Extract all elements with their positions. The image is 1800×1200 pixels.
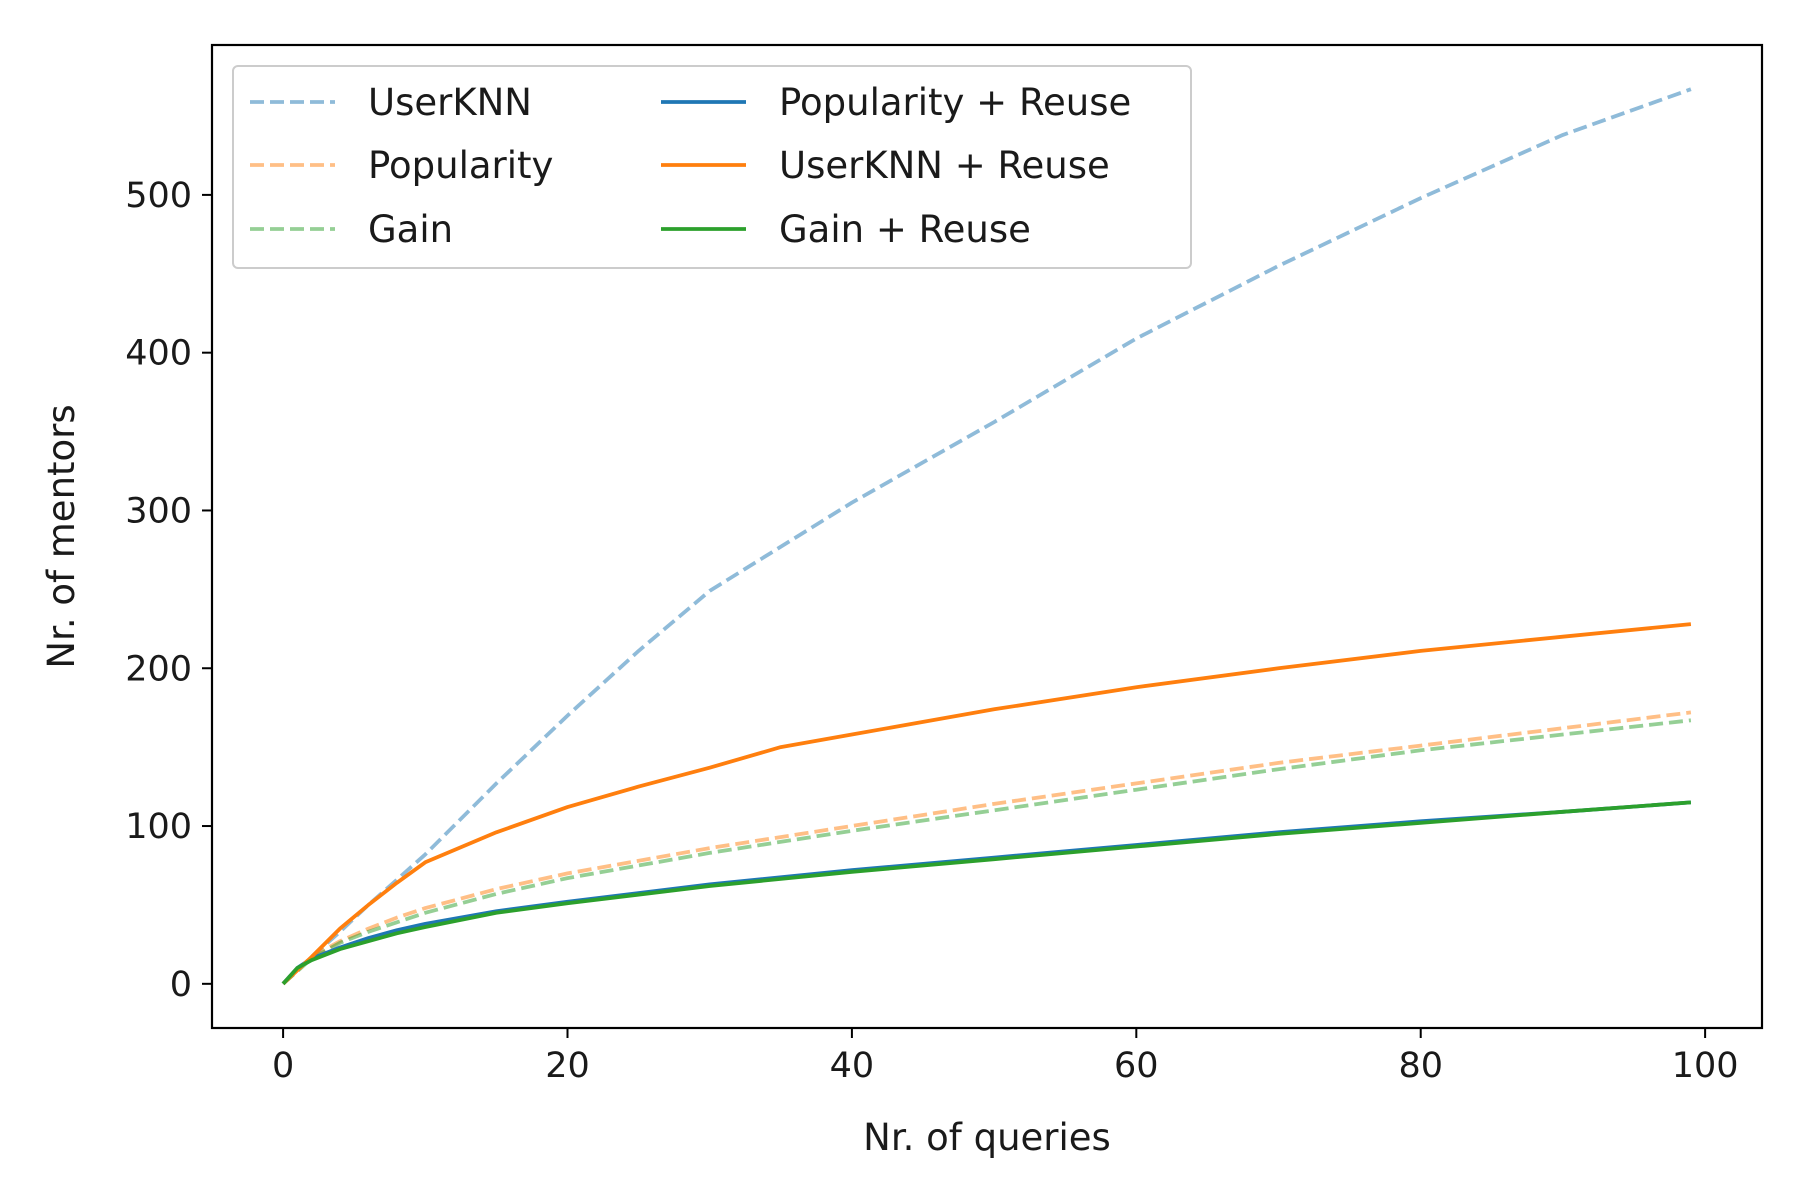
x-tick-label: 60: [1114, 1046, 1159, 1086]
x-tick-label: 0: [272, 1046, 294, 1086]
plot-area: [281, 87, 1692, 986]
y-tick-label: 400: [125, 334, 192, 374]
legend: UserKNN Popularity Gain Popularity + Reuse U…: [232, 65, 1192, 269]
legend-label-2: Gain: [368, 208, 453, 251]
y-tick-label: 200: [125, 649, 192, 689]
series-line-5: [281, 800, 1692, 986]
series-lines: [281, 87, 1692, 986]
legend-label-5: Gain + Reuse: [779, 208, 1031, 251]
x-tick-label: 20: [545, 1046, 590, 1086]
series-line-4: [281, 622, 1692, 986]
y-tick-label: 0: [170, 965, 192, 1005]
y-axis-label: Nr. of mentors: [40, 404, 83, 668]
x-axis-label: Nr. of queries: [863, 1116, 1111, 1159]
legend-label-1: Popularity: [368, 144, 553, 187]
axes: 0 20 40 60 80 100 0 100 200 300 400 500: [125, 43, 1764, 1086]
series-line-1: [281, 710, 1692, 986]
legend-box: [232, 65, 1192, 269]
legend-label-4: UserKNN + Reuse: [779, 144, 1110, 187]
y-tick-label: 100: [125, 807, 192, 847]
legend-label-0: UserKNN: [368, 81, 532, 124]
x-tick-label: 100: [1672, 1046, 1739, 1086]
legend-label-3: Popularity + Reuse: [779, 81, 1131, 124]
y-tick-label: 300: [125, 491, 192, 531]
series-line-2: [281, 718, 1692, 986]
x-tick-label: 80: [1398, 1046, 1443, 1086]
y-tick-label: 500: [125, 176, 192, 216]
x-tick-label: 40: [830, 1046, 875, 1086]
plot-frame: [210, 43, 1764, 1030]
